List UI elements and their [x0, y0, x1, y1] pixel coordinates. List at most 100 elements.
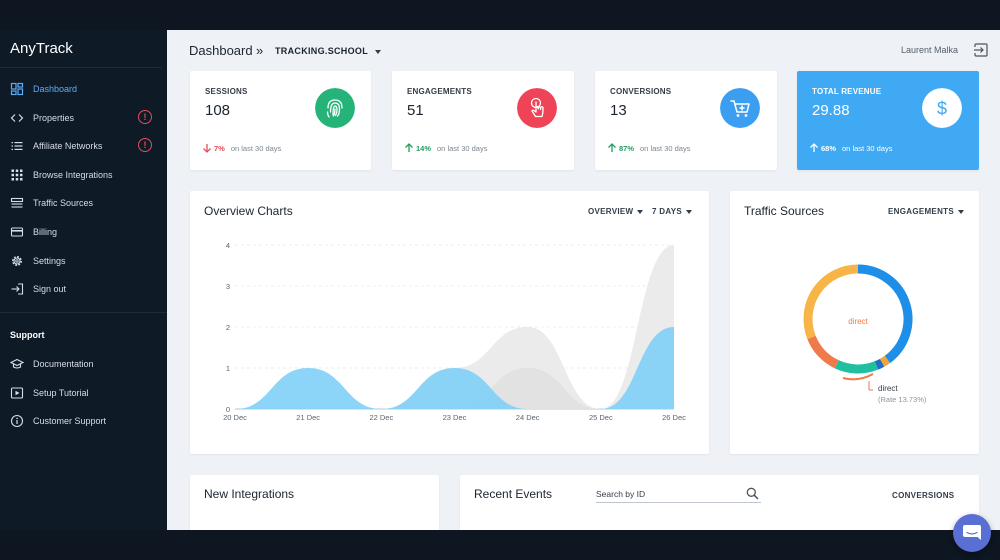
project-name: TRACKING.SCHOOL	[275, 46, 368, 56]
donut-segment	[879, 355, 891, 367]
stat-value: 108	[205, 102, 231, 119]
stat-card-total-revenue[interactable]: TOTAL REVENUE 29.88 $ 68% on last 30 day…	[797, 71, 979, 170]
recent-events-card: Recent Events CONVERSIONS	[460, 475, 979, 530]
arrow-up-icon	[608, 143, 616, 152]
area-series-0	[235, 327, 674, 409]
cart-icon	[720, 88, 760, 128]
traffic-sources-title: Traffic Sources	[744, 204, 825, 218]
y-tick-label: 1	[226, 364, 230, 373]
project-selector[interactable]: TRACKING.SCHOOL	[275, 46, 381, 56]
sidebar: AnyTrack Dashboard Properties !	[0, 30, 167, 530]
sidebar-item-dashboard[interactable]: Dashboard	[0, 78, 167, 100]
chat-button[interactable]	[953, 514, 991, 552]
stat-value: 51	[407, 102, 424, 119]
donut-segment	[857, 264, 913, 364]
x-tick-label: 21 Dec	[296, 413, 320, 422]
sidebar-item-properties[interactable]: Properties !	[0, 107, 167, 129]
alert-icon: !	[138, 138, 152, 152]
donut-segment	[834, 360, 879, 374]
info-icon	[10, 414, 24, 428]
sidebar-item-label: Affiliate Networks	[33, 141, 103, 151]
stat-label: TOTAL REVENUE	[812, 87, 882, 96]
stat-card-conversions[interactable]: CONVERSIONS 13 87% on last 30 days	[595, 71, 777, 170]
stat-delta-percent: 87%	[619, 143, 635, 153]
stat-card-engagements[interactable]: ENGAGEMENTS 51 14% on last 30 days	[392, 71, 574, 170]
support-section-title: Support	[10, 330, 45, 340]
stat-delta-text: on last 30 days	[640, 143, 691, 153]
alert-icon: !	[138, 110, 152, 124]
donut-callout-arc	[842, 373, 874, 381]
donut-segment	[807, 335, 839, 369]
logout-icon[interactable]	[973, 42, 989, 58]
x-tick-label: 23 Dec	[443, 413, 467, 422]
y-tick-label: 4	[226, 241, 230, 250]
new-integrations-card: New Integrations	[190, 475, 439, 530]
dollar-icon: $	[922, 88, 962, 128]
x-tick-label: 26 Dec	[662, 413, 686, 422]
sidebar-item-traffic-sources[interactable]: Traffic Sources	[0, 192, 167, 214]
search-box	[596, 485, 761, 503]
sidebar-item-billing[interactable]: Billing	[0, 221, 167, 243]
touch-icon	[517, 88, 557, 128]
sidebar-item-label: Documentation	[33, 359, 94, 369]
dropdown-label: 7 DAYS	[652, 207, 682, 216]
overview-view-dropdown[interactable]: OVERVIEW	[588, 207, 644, 216]
caret-down-icon	[371, 47, 381, 56]
new-integrations-title: New Integrations	[204, 487, 295, 501]
fingerprint-icon	[315, 88, 355, 128]
app-frame: AnyTrack Dashboard Properties !	[0, 30, 1000, 552]
overview-charts-card: Overview Charts OVERVIEW 7 DAYS 0 1 2 3 4 20 …	[190, 191, 709, 454]
x-tick-label: 20 Dec	[223, 413, 247, 422]
sidebar-item-label: Traffic Sources	[33, 198, 94, 208]
video-icon	[10, 387, 24, 399]
chat-icon	[963, 525, 981, 540]
stat-value: 13	[610, 102, 627, 119]
stat-card-sessions[interactable]: SESSIONS 108 7% on last 30 days	[190, 71, 371, 170]
dashboard-icon	[10, 82, 24, 96]
recent-events-type-dropdown[interactable]: CONVERSIONS	[892, 491, 954, 500]
credit-card-icon	[10, 227, 24, 237]
overview-charts-title: Overview Charts	[204, 204, 293, 218]
dropdown-label: CONVERSIONS	[892, 491, 955, 500]
sidebar-item-settings[interactable]: Settings	[0, 250, 167, 272]
recent-events-title: Recent Events	[474, 487, 553, 501]
main-content: Dashboard » TRACKING.SCHOOL Laurent Malk…	[167, 30, 1000, 530]
traffic-metric-dropdown[interactable]: ENGAGEMENTS	[888, 207, 964, 216]
sidebar-item-label: Sign out	[33, 284, 67, 294]
page-title: Dashboard	[189, 43, 253, 58]
traffic-donut-chart: direct direct (Rate 13.73%)	[803, 264, 927, 404]
sidebar-item-label: Setup Tutorial	[33, 388, 89, 398]
brand-logo[interactable]: AnyTrack	[10, 40, 73, 57]
sign-out-icon	[11, 283, 24, 295]
sidebar-item-browse-integrations[interactable]: Browse Integrations	[0, 164, 167, 186]
sidebar-item-label: Dashboard	[33, 84, 78, 94]
dropdown-label: ENGAGEMENTS	[888, 207, 954, 216]
search-input[interactable]	[596, 485, 741, 502]
stat-delta-text: on last 30 days	[230, 143, 282, 153]
sidebar-item-setup-tutorial[interactable]: Setup Tutorial	[0, 382, 167, 404]
overview-area-chart: 0 1 2 3 4 20 Dec 21 Dec 22 Dec 23 Dec 24 Dec 25 De…	[223, 241, 686, 422]
stat-delta-text: on last 30 days	[842, 143, 893, 153]
sidebar-item-sign-out[interactable]: Sign out	[0, 278, 167, 300]
sidebar-divider	[0, 67, 162, 68]
sidebar-item-documentation[interactable]: Documentation	[0, 353, 167, 375]
search-icon[interactable]	[746, 487, 759, 500]
x-tick-label: 22 Dec	[369, 413, 393, 422]
gear-icon	[12, 256, 22, 266]
dropdown-label: OVERVIEW	[588, 207, 634, 216]
grid-icon	[11, 169, 23, 181]
traffic-sources-card: Traffic Sources ENGAGEMENTS direct direc…	[730, 191, 979, 454]
traffic-icon	[10, 197, 24, 208]
sidebar-divider	[0, 312, 167, 313]
stat-delta-percent: 68%	[821, 143, 837, 153]
list-icon	[11, 142, 23, 150]
sidebar-item-customer-support[interactable]: Customer Support	[0, 410, 167, 432]
sidebar-item-affiliate-networks[interactable]: Affiliate Networks !	[0, 135, 167, 157]
user-name[interactable]: Laurent Malka	[901, 45, 959, 55]
x-tick-label: 25 Dec	[589, 413, 613, 422]
stat-delta: 87% on last 30 days	[607, 143, 690, 153]
caret-down-icon	[637, 209, 644, 214]
overview-range-dropdown[interactable]: 7 DAYS	[652, 207, 692, 216]
sidebar-item-label: Browse Integrations	[33, 170, 113, 180]
caret-down-icon	[957, 209, 964, 214]
